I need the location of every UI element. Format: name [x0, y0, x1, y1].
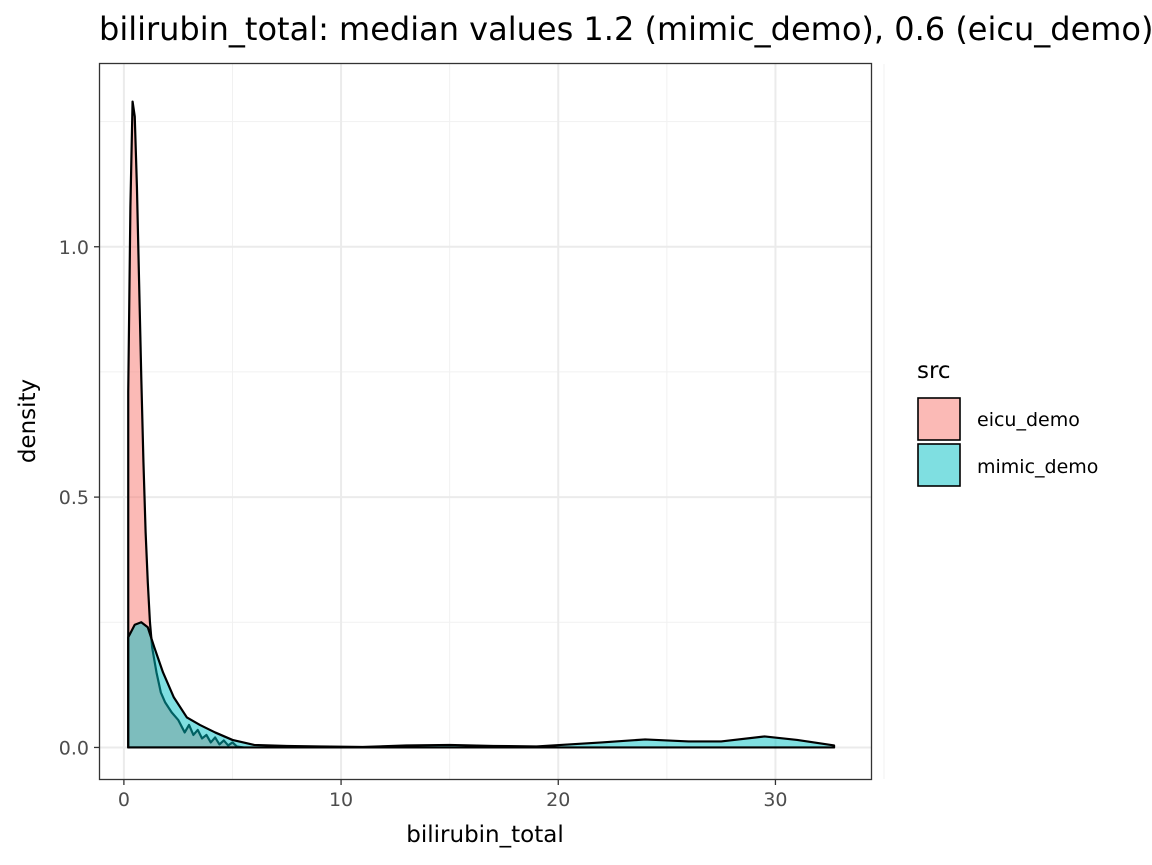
legend-label-eicu-demo: eicu_demo — [977, 409, 1080, 431]
y-axis-ticks: 0.0 0.5 1.0 — [59, 237, 100, 759]
x-tick-label: 30 — [763, 789, 787, 811]
x-tick-label: 10 — [329, 789, 353, 811]
x-tick-label: 0 — [118, 789, 130, 811]
y-tick-label: 0.5 — [59, 487, 89, 509]
plot-background — [99, 63, 872, 780]
y-axis-title: density — [15, 379, 41, 463]
chart-title: bilirubin_total: median values 1.2 (mimi… — [99, 10, 1152, 48]
legend-key-mimic-demo — [917, 443, 961, 487]
legend-label-mimic-demo: mimic_demo — [977, 456, 1098, 478]
x-tick-label: 20 — [546, 789, 570, 811]
density-areas — [127, 100, 836, 749]
y-tick-label: 0.0 — [59, 737, 89, 759]
density-area-mimic-demo — [127, 621, 836, 749]
y-tick-label: 1.0 — [59, 237, 89, 259]
legend-title: src — [917, 358, 951, 384]
plot-border — [98, 62, 873, 781]
x-axis-ticks: 0 10 20 30 — [118, 779, 788, 811]
x-axis-title: bilirubin_total — [406, 822, 563, 848]
legend-key-eicu-demo — [917, 397, 961, 441]
legend: src eicu_demo mimic_demo — [917, 358, 1098, 487]
